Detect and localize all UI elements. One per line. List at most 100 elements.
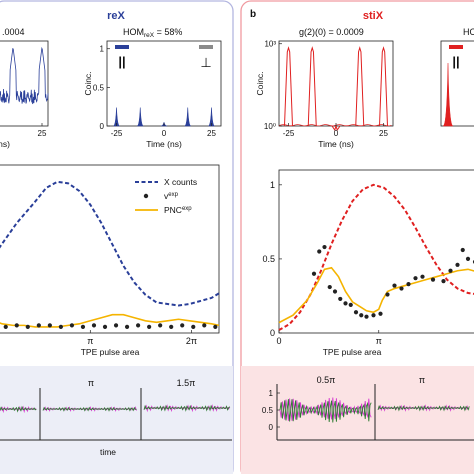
left-g2-text: .0004 [2,27,25,37]
v-exp-point [102,324,108,329]
perp-color-marker [199,45,213,49]
y-axis-label: Coinc. [83,71,93,95]
left-hom-text: HOMreX = 58% [123,27,182,39]
v-exp-point [25,324,30,329]
y-tick-label: 0.5 [262,254,275,264]
y-axis-label: Coinc. [255,71,265,95]
v-exp-point [80,324,86,329]
peak-mark [379,46,388,127]
parallel-color-marker [115,45,129,49]
peak-mark [208,107,215,127]
y-tick-label: 0.5 [262,406,274,415]
x-axis-label: ns) [0,139,10,149]
strip-x-label: time [100,447,116,457]
legend-v-label: vexp [164,191,179,201]
perp-symbol: ⊥ [200,55,211,70]
oscillation-trace [279,399,372,423]
x-tick-label: 25 [379,129,388,138]
x-axis-label: TPE pulse area [81,347,140,357]
oscillation-trace [143,404,231,412]
v-exp-point [430,277,436,282]
main-axes-frame [0,164,220,334]
g2-trace-line [0,46,49,105]
oscillation-trace [42,406,137,412]
inset-axes-frame [0,40,49,127]
v-exp-point [371,313,376,318]
x-axis-label: Time (ns) [318,139,354,149]
strip-label: π [88,378,94,388]
y-tick-label: 10⁰ [264,122,276,131]
v-exp-point [213,324,218,329]
right-strip-chart: 1 0.5 0 0.5π π [262,375,474,441]
v-exp-point [448,268,453,273]
v-exp-point [348,302,353,307]
v-exp-point [441,279,446,284]
legend-counts-label: X counts [164,177,197,187]
v-exp-point [465,256,471,262]
y-tick-label: 1 [270,180,275,190]
v-exp-point [399,286,404,291]
v-exp-point [378,311,383,316]
x-counts-line [0,180,220,307]
v-exp-point [327,284,332,290]
pnc-exp-line [278,266,474,324]
v-exp-point [69,323,75,328]
x-tick-label: 0 [276,336,281,346]
peak-mark [355,46,365,127]
strip-label: π [419,375,425,385]
v-exp-point [47,323,52,328]
oscillation-trace [279,397,372,421]
right-g2-text: g(2)(0) = 0.0009 [299,27,364,37]
v-exp-point [169,324,174,329]
oscillation-trace [0,405,37,413]
y-tick-label: 0.5 [93,83,105,92]
v-exp-point [332,289,338,294]
v-exp-point [113,323,119,328]
v-exp-point [364,314,369,319]
legend-v-swatch [143,193,149,199]
peak-mark [113,107,120,127]
v-exp-point [322,244,327,250]
strip-label: 1.5π [177,378,196,388]
v-exp-point [359,313,364,318]
peak-mark [136,107,144,127]
inset-axes-frame [278,40,394,127]
x-tick-label: -25 [111,129,123,138]
y-tick-label: 0 [100,122,105,131]
x-axis-label: TPE pulse area [323,347,382,357]
v-exp-point [455,262,460,267]
peak-mark [284,46,293,127]
left-strip-bg [0,366,233,474]
v-exp-point [413,276,418,281]
parallel-color-marker [449,45,463,49]
oscillation-trace [143,404,231,413]
strip-label: 0.5π [317,375,336,385]
v-exp-point [124,324,130,329]
v-exp-point [58,324,63,329]
left-strip-chart: π 1.5π time [0,378,232,457]
right-panel-title: stiX [363,10,384,22]
x-tick-label: π [376,336,382,346]
legend-pnc-label: PNCexp [164,205,192,215]
peak-mark [184,107,192,127]
v-exp-point [317,249,322,254]
peak-mark [307,46,317,127]
v-exp-point [91,323,97,328]
peak-mark [442,62,454,127]
x-tick-label: 25 [207,129,216,138]
inset-axes-frame [440,40,474,127]
right-hom-inset: || [440,40,474,127]
x-counts-line [278,183,474,331]
v-exp-point [343,301,348,306]
x-tick-label: π [87,336,93,346]
v-exp-point [14,323,19,328]
x-tick-label: 25 [38,129,47,138]
v-exp-point [180,323,185,328]
parallel-symbol: || [118,54,125,69]
v-exp-point [147,324,152,329]
v-exp-point [420,274,425,279]
left-hom-inset: -25 0 25 Time (ns) Coinc. 0 0.5 1 || ⊥ [83,40,222,149]
parallel-symbol: || [452,54,459,69]
